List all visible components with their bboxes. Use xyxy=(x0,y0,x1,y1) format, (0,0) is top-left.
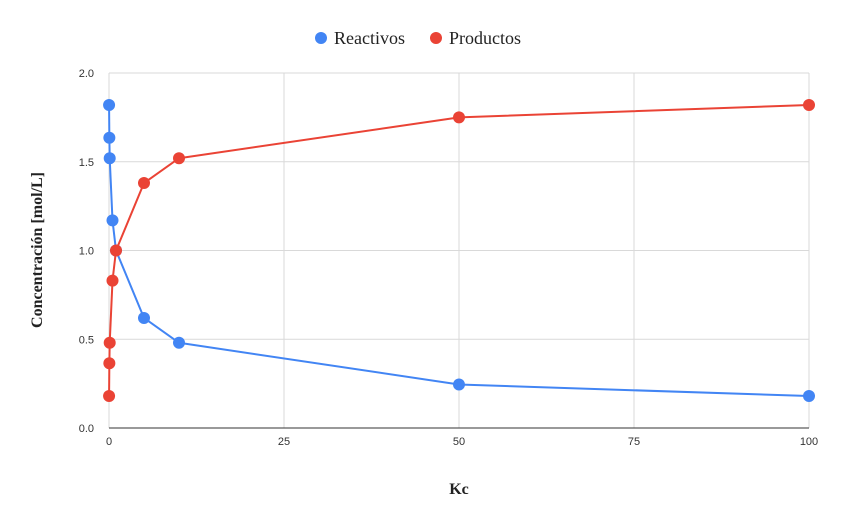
y-tick-label: 1.0 xyxy=(79,246,94,258)
data-point-reactivos xyxy=(103,98,116,111)
y-tick-label: 2.0 xyxy=(79,68,94,80)
x-tick-label: 100 xyxy=(800,436,818,448)
data-point-productos xyxy=(103,357,116,370)
x-tick-label: 25 xyxy=(278,436,290,448)
data-point-productos xyxy=(453,111,465,124)
data-point-reactivos xyxy=(453,378,465,391)
y-tick-label: 1.5 xyxy=(79,157,94,169)
x-axis-title: Kc xyxy=(449,481,469,498)
data-point-reactivos xyxy=(138,311,150,324)
y-axis-title: Concentración [mol/L] xyxy=(29,172,46,328)
data-point-reactivos xyxy=(106,214,119,227)
y-tick-label: 0.5 xyxy=(79,334,94,346)
x-tick-label: 0 xyxy=(106,436,112,448)
data-point-productos xyxy=(110,244,122,257)
data-point-reactivos xyxy=(173,336,185,349)
data-point-reactivos xyxy=(103,131,116,144)
y-tick-label: 0.0 xyxy=(79,423,94,435)
data-point-productos xyxy=(138,177,150,190)
series-layer xyxy=(103,98,815,403)
data-point-productos xyxy=(106,274,119,287)
data-point-productos xyxy=(173,152,185,165)
legend: Reactivos Productos xyxy=(315,28,521,48)
data-point-productos xyxy=(803,98,815,111)
tick-labels: 0.0 0.5 1.0 1.5 2.0 0 25 50 75 100 xyxy=(79,68,818,448)
legend-label-reactivos: Reactivos xyxy=(334,28,405,48)
x-tick-label: 50 xyxy=(453,436,465,448)
data-point-reactivos xyxy=(103,152,116,165)
x-tick-label: 75 xyxy=(628,436,640,448)
data-point-productos xyxy=(103,390,116,403)
gridlines xyxy=(108,72,810,428)
legend-label-productos: Productos xyxy=(449,28,521,48)
data-point-reactivos xyxy=(803,390,815,403)
data-point-productos xyxy=(103,336,116,349)
legend-marker-reactivos xyxy=(315,32,327,44)
legend-marker-productos xyxy=(430,32,442,44)
